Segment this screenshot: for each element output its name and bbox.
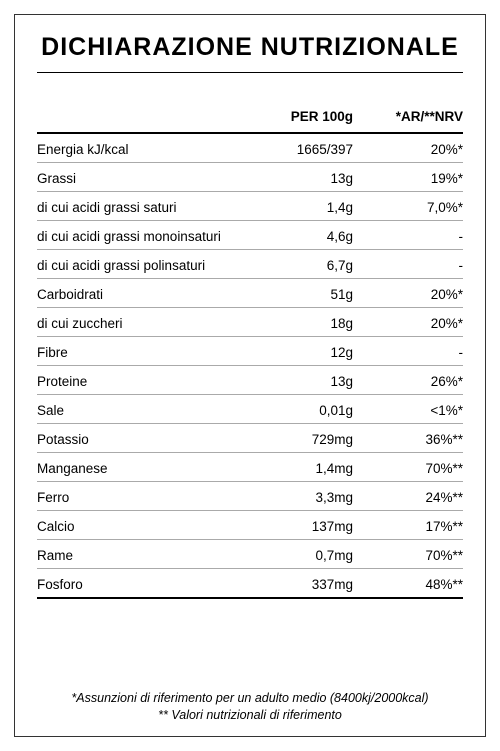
row-value: 6,7g <box>243 258 353 273</box>
row-nrv: 20%* <box>353 142 463 157</box>
table-row: Carboidrati51g20%* <box>37 279 463 308</box>
table-header: PER 100g *AR/**NRV <box>37 73 463 134</box>
row-label: Sale <box>37 403 243 418</box>
row-nrv: 20%* <box>353 287 463 302</box>
table-row: Ferro3,3mg24%** <box>37 482 463 511</box>
table-row: Rame0,7mg70%** <box>37 540 463 569</box>
row-label: Ferro <box>37 490 243 505</box>
footnote-line: *Assunzioni di riferimento per un adulto… <box>37 690 463 707</box>
row-label: Potassio <box>37 432 243 447</box>
row-value: 137mg <box>243 519 353 534</box>
row-value: 337mg <box>243 577 353 592</box>
row-value: 18g <box>243 316 353 331</box>
row-value: 0,7mg <box>243 548 353 563</box>
table-row: di cui zuccheri18g20%* <box>37 308 463 337</box>
row-nrv: - <box>353 229 463 244</box>
row-label: Manganese <box>37 461 243 476</box>
nutrition-panel: DICHIARAZIONE NUTRIZIONALE PER 100g *AR/… <box>14 14 486 737</box>
row-value: 1,4g <box>243 200 353 215</box>
row-nrv: 26%* <box>353 374 463 389</box>
table-row: Energia kJ/kcal1665/39720%* <box>37 134 463 163</box>
table-row: Proteine13g26%* <box>37 366 463 395</box>
row-nrv: 70%** <box>353 548 463 563</box>
row-value: 1,4mg <box>243 461 353 476</box>
row-value: 4,6g <box>243 229 353 244</box>
header-per: PER 100g <box>243 109 353 124</box>
row-nrv: 7,0%* <box>353 200 463 215</box>
row-label: Carboidrati <box>37 287 243 302</box>
row-value: 1665/397 <box>243 142 353 157</box>
table-row: Calcio137mg17%** <box>37 511 463 540</box>
footnote-line: ** Valori nutrizionali di riferimento <box>37 707 463 724</box>
row-label: Calcio <box>37 519 243 534</box>
row-nrv: 17%** <box>353 519 463 534</box>
row-value: 13g <box>243 374 353 389</box>
row-value: 3,3mg <box>243 490 353 505</box>
row-nrv: 20%* <box>353 316 463 331</box>
header-nrv: *AR/**NRV <box>353 109 463 124</box>
panel-title: DICHIARAZIONE NUTRIZIONALE <box>37 33 463 73</box>
row-nrv: - <box>353 258 463 273</box>
table-row: Potassio729mg36%** <box>37 424 463 453</box>
row-label: di cui acidi grassi monoinsaturi <box>37 229 243 244</box>
row-label: Fosforo <box>37 577 243 592</box>
table-row: di cui acidi grassi monoinsaturi4,6g- <box>37 221 463 250</box>
table-row: di cui acidi grassi saturi1,4g7,0%* <box>37 192 463 221</box>
row-nrv: 24%** <box>353 490 463 505</box>
row-value: 729mg <box>243 432 353 447</box>
row-label: Fibre <box>37 345 243 360</box>
table-row: Manganese1,4mg70%** <box>37 453 463 482</box>
row-value: 13g <box>243 171 353 186</box>
row-label: di cui acidi grassi saturi <box>37 200 243 215</box>
row-label: Energia kJ/kcal <box>37 142 243 157</box>
table-row: di cui acidi grassi polinsaturi6,7g- <box>37 250 463 279</box>
table-row: Fosforo337mg48%** <box>37 569 463 599</box>
table-body: Energia kJ/kcal1665/39720%*Grassi13g19%*… <box>37 134 463 684</box>
header-spacer <box>37 109 243 124</box>
table-row: Grassi13g19%* <box>37 163 463 192</box>
row-nrv: 36%** <box>353 432 463 447</box>
row-value: 12g <box>243 345 353 360</box>
footnotes: *Assunzioni di riferimento per un adulto… <box>37 684 463 724</box>
row-label: di cui acidi grassi polinsaturi <box>37 258 243 273</box>
row-nrv: - <box>353 345 463 360</box>
row-label: di cui zuccheri <box>37 316 243 331</box>
row-label: Grassi <box>37 171 243 186</box>
table-row: Fibre12g- <box>37 337 463 366</box>
row-nrv: 19%* <box>353 171 463 186</box>
row-nrv: <1%* <box>353 403 463 418</box>
row-label: Rame <box>37 548 243 563</box>
row-nrv: 70%** <box>353 461 463 476</box>
table-row: Sale0,01g<1%* <box>37 395 463 424</box>
row-value: 0,01g <box>243 403 353 418</box>
row-value: 51g <box>243 287 353 302</box>
row-label: Proteine <box>37 374 243 389</box>
row-nrv: 48%** <box>353 577 463 592</box>
